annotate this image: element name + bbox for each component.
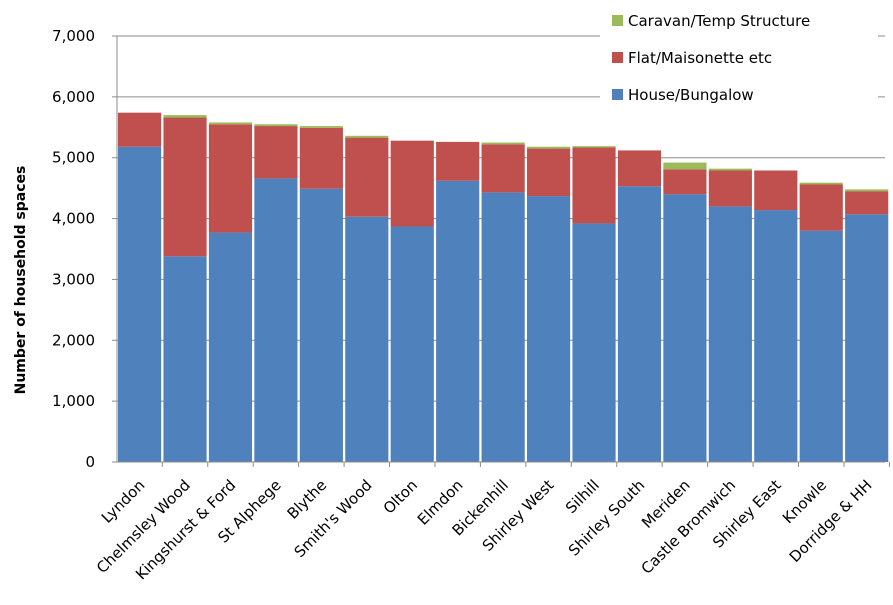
y-tick-label: 1,000 [52, 392, 95, 410]
x-tick-label: Silhill [562, 476, 603, 517]
legend-label: Flat/Maisonette etc [628, 49, 772, 67]
bars [118, 112, 889, 463]
y-tick-label: 3,000 [52, 270, 95, 288]
bar-segment [254, 126, 298, 179]
bar-segment [708, 170, 752, 207]
legend: Caravan/Temp Structure Flat/Maisonette et… [600, 2, 878, 120]
bar-segment [481, 144, 525, 193]
bar-segment [526, 196, 571, 462]
y-tick-label: 4,000 [52, 210, 95, 228]
y-tick-label: 0 [85, 453, 95, 471]
bar-segment [118, 112, 162, 147]
bar-segment [572, 146, 616, 148]
bar-segment [617, 150, 662, 187]
bar-segment [163, 115, 207, 118]
bar-segment [163, 256, 207, 462]
bar-segment [617, 186, 662, 462]
bar-segment [436, 180, 480, 462]
bar-segment [481, 192, 525, 462]
y-tick-label: 6,000 [52, 88, 95, 106]
bar-segment [754, 170, 798, 211]
bar-segment [299, 126, 343, 128]
axes [112, 35, 890, 467]
bar-segment [845, 189, 889, 192]
bar-segment [572, 223, 616, 462]
y-tick-labels: 0 1,000 2,000 3,000 4,000 5,000 6,000 7,000 [52, 27, 95, 471]
bar-segment [208, 122, 253, 125]
x-tick-label: Olton [380, 476, 421, 517]
bar-segment [845, 191, 889, 215]
bar-segment [390, 226, 434, 462]
bar-segment [799, 230, 843, 462]
bar-segment [526, 146, 571, 149]
legend-swatch [612, 15, 623, 26]
bar-segment [663, 162, 707, 170]
bar-segment [345, 135, 389, 138]
bar-segment [481, 142, 525, 145]
bar-segment [663, 194, 707, 462]
y-tick-label: 7,000 [52, 27, 95, 45]
bar-segment [708, 206, 752, 462]
y-tick-label: 5,000 [52, 149, 95, 167]
legend-box [600, 2, 878, 120]
bar-segment [345, 137, 389, 217]
bar-segment [254, 124, 298, 127]
bar-segment [345, 216, 389, 462]
bar-segment [118, 146, 162, 462]
bar-segment [436, 141, 480, 181]
bar-segment [526, 148, 571, 197]
legend-label: House/Bungalow [628, 86, 754, 104]
bar-segment [208, 232, 253, 462]
y-axis-title: Number of household spaces [13, 166, 29, 395]
bar-segment [799, 182, 843, 185]
x-tick-label: Dorridge & HH [786, 476, 876, 566]
bar-segment [754, 210, 798, 462]
bar-segment [299, 127, 343, 189]
bar-segment [208, 124, 253, 233]
y-tick-label: 2,000 [52, 331, 95, 349]
bar-segment [663, 169, 707, 195]
bar-segment [572, 147, 616, 224]
legend-swatch [612, 89, 623, 100]
bar-segment [299, 188, 343, 462]
bar-segment [163, 117, 207, 257]
bar-segment [254, 178, 298, 463]
legend-label: Caravan/Temp Structure [628, 12, 810, 30]
bar-segment [845, 214, 889, 462]
bar-segment [390, 140, 434, 227]
legend-swatch [612, 52, 623, 63]
bar-segment [799, 184, 843, 231]
bar-segment [708, 168, 752, 171]
